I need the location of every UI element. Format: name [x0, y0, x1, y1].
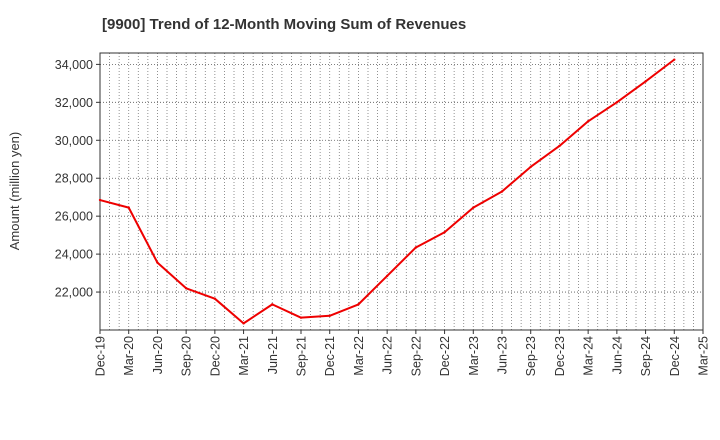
revenue-data-point: [385, 274, 389, 278]
revenue-data-point: [673, 58, 676, 61]
revenue-data-point: [156, 261, 159, 264]
revenue-data-point: [644, 80, 647, 83]
revenue-data-point: [586, 120, 590, 123]
revenue-data-point: [271, 303, 274, 306]
y-axis-title: Amount (million yen): [7, 132, 22, 251]
y-tick-label: 24,000: [55, 248, 93, 262]
x-tick-label: Sep-20: [180, 336, 194, 376]
x-tick-label: Mar-25: [697, 336, 711, 376]
plot-frame: [99, 52, 704, 331]
x-tick-label: Mar-22: [352, 336, 366, 376]
revenue-data-point: [328, 314, 331, 317]
revenue-data-point: [414, 246, 418, 249]
x-tick-label: Sep-23: [524, 336, 538, 376]
x-tick-label: Jun-24: [610, 336, 624, 374]
x-tick-label: Jun-20: [151, 336, 165, 374]
y-tick-label: 26,000: [55, 210, 93, 224]
x-tick-label: Sep-22: [409, 336, 423, 376]
x-tick-label: Sep-21: [295, 336, 309, 376]
revenue-data-point: [357, 303, 360, 306]
x-tick-label: Jun-22: [381, 336, 395, 374]
x-tick-label: Dec-24: [668, 336, 682, 376]
revenue-data-point: [98, 198, 102, 202]
revenue-data-point: [299, 316, 303, 319]
grid-layer: [100, 53, 703, 330]
revenue-data-point: [500, 190, 504, 193]
y-tick-label: 30,000: [55, 134, 93, 148]
revenue-data-point: [558, 144, 561, 148]
x-tick-label: Mar-20: [122, 336, 136, 376]
y-tick-label: 28,000: [55, 172, 93, 186]
y-tick-label: 22,000: [55, 286, 93, 300]
x-tick-label: Dec-20: [208, 336, 222, 376]
revenue-data-point: [443, 231, 446, 234]
revenue-data-point: [127, 206, 130, 209]
revenue-data-point: [184, 287, 188, 290]
x-tick-label: Mar-24: [582, 336, 596, 376]
x-tick-label: Jun-21: [266, 336, 280, 374]
y-axis: 22,000 24,000 26,000 28,000 30,000 32,000 34,0…: [55, 58, 100, 300]
x-tick-label: Dec-23: [553, 336, 567, 376]
revenue-data-point: [472, 206, 475, 209]
chart-title: [9900] Trend of 12-Month Moving Sum of R…: [102, 16, 467, 33]
revenue-data-point: [242, 322, 245, 325]
revenue-data-point: [213, 297, 217, 300]
x-tick-label: Dec-22: [438, 336, 452, 376]
x-tick-label: Dec-21: [323, 336, 337, 376]
revenue-data-point: [615, 101, 619, 104]
x-tick-label: Jun-23: [496, 336, 510, 374]
y-tick-label: 34,000: [55, 58, 93, 72]
series-layer: [98, 58, 676, 325]
x-tick-label: Mar-23: [467, 336, 481, 376]
x-tick-label: Mar-21: [237, 336, 251, 376]
y-tick-label: 32,000: [55, 96, 93, 110]
x-tick-label: Dec-19: [94, 336, 108, 376]
revenue-data-point: [529, 165, 532, 169]
x-tick-label: Sep-24: [639, 336, 653, 376]
x-axis: Dec-19 Mar-20 Jun-20 Sep-20 Dec-20 Mar-21 Jun-…: [94, 330, 711, 376]
